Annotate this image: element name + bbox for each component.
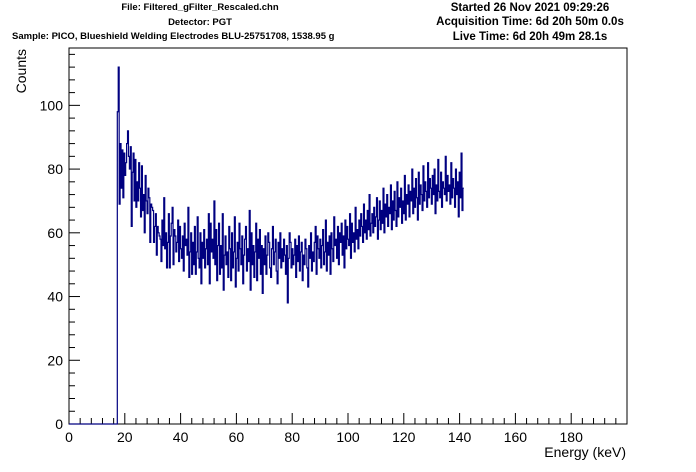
y-tick-label: 0 <box>55 416 63 432</box>
x-tick-label: 180 <box>560 429 584 445</box>
x-tick-label: 80 <box>284 429 300 445</box>
x-tick-label: 20 <box>117 429 133 445</box>
y-axis-label: Counts <box>13 49 29 93</box>
x-tick-label: 160 <box>504 429 528 445</box>
x-tick-label: 120 <box>392 429 416 445</box>
detector-label: Detector: PGT <box>168 17 232 28</box>
live-time-label: Live Time: 6d 20h 49m 28.1s <box>452 31 608 43</box>
spectrum-series-line <box>69 66 464 425</box>
acquisition-time-label: Acquisition Time: 6d 20h 50m 0.0s <box>436 16 624 28</box>
y-tick-label: 40 <box>47 289 63 305</box>
y-tick-label: 80 <box>47 161 63 177</box>
file-name-label: File: Filtered_gFilter_Rescaled.chn <box>121 2 279 13</box>
y-tick-label: 20 <box>47 352 63 368</box>
x-tick-label: 0 <box>65 429 73 445</box>
x-tick-label: 40 <box>173 429 189 445</box>
x-tick-label: 140 <box>448 429 472 445</box>
y-tick-label: 100 <box>40 97 64 113</box>
sample-label: Sample: PICO, Blueshield Welding Electro… <box>12 31 335 42</box>
x-tick-label: 100 <box>336 429 360 445</box>
axis-ticks <box>68 53 628 425</box>
y-tick-label: 60 <box>47 225 63 241</box>
start-time-label: Started 26 Nov 2021 09:29:26 <box>450 2 610 14</box>
x-axis-label: Energy (keV) <box>544 444 626 460</box>
axis-tick-labels: 0 20 40 60 80 100 120 140 160 180 0 20 40 60 80 100 <box>40 97 583 445</box>
x-tick-label: 60 <box>229 429 245 445</box>
